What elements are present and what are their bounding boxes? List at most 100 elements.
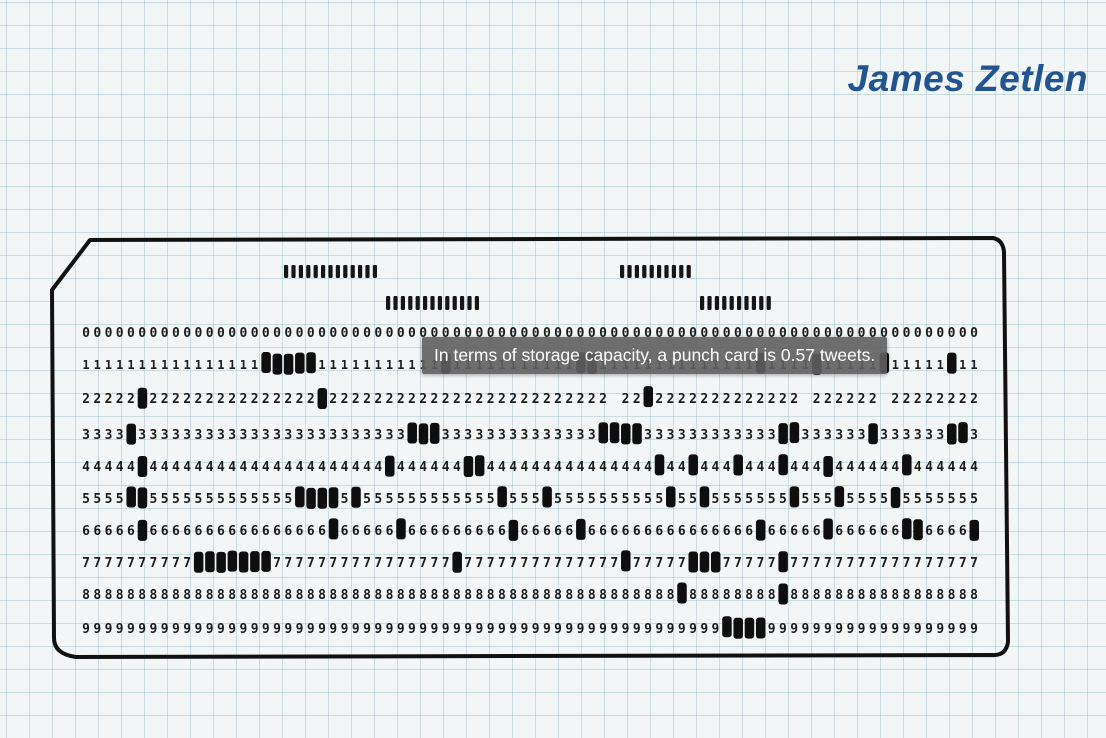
card-row-digit: 9	[835, 622, 843, 637]
card-punch-hole	[418, 423, 429, 445]
card-punch-hole	[216, 551, 226, 573]
card-row-digit: 2	[419, 392, 427, 407]
card-punch-hole	[632, 423, 642, 445]
card-punch-hole	[238, 551, 249, 573]
card-row-digit: 8	[93, 588, 101, 603]
card-punch-hole	[205, 551, 215, 573]
card-row-digit: 9	[431, 622, 439, 637]
card-row-digit: 5	[476, 492, 484, 507]
card-punch-hole	[688, 454, 698, 476]
card-row-digit: 8	[464, 588, 472, 603]
card-punch-hole	[137, 455, 148, 477]
card-row-digit: 2	[442, 392, 450, 407]
card-row-digit: 2	[543, 392, 551, 407]
card-row-digit: 6	[296, 524, 304, 539]
card-row-digit: 9	[341, 622, 349, 637]
card-row-digit: 0	[217, 326, 225, 341]
card-row-digit: 4	[498, 460, 506, 475]
card-row-digit: 8	[453, 588, 461, 603]
printed-character-mark	[729, 296, 734, 310]
printed-character-mark	[328, 265, 333, 278]
card-row-digit: 3	[318, 428, 326, 443]
printed-character-mark	[430, 296, 435, 310]
card-row-digit: 0	[161, 326, 169, 341]
card-punch-hole	[351, 486, 361, 508]
card-row-digit: 4	[172, 460, 180, 475]
card-row-digit: 3	[307, 428, 315, 443]
card-row-digit: 4	[329, 460, 337, 475]
printed-character-mark	[335, 265, 340, 278]
card-row-digit: 2	[599, 392, 607, 407]
card-row-digit: 3	[183, 428, 191, 443]
card-row-digit: 5	[801, 492, 809, 507]
card-row-digit: 9	[307, 622, 315, 637]
card-row-digit: 6	[846, 524, 854, 539]
card-row-digit: 5	[509, 492, 517, 507]
card-punch-hole	[710, 551, 721, 573]
printed-character-mark	[291, 265, 296, 278]
card-row-digit: 4	[644, 460, 652, 475]
card-row-digit: 0	[948, 326, 956, 341]
card-row-digit: 1	[397, 358, 404, 372]
card-row-digit: 5	[745, 492, 753, 507]
card-row-digit: 0	[622, 326, 630, 341]
card-row-digit: 4	[835, 460, 843, 475]
card-row-digit: 3	[386, 428, 394, 443]
card-row-digit: 2	[273, 392, 281, 407]
card-row-digit: 9	[925, 622, 933, 637]
card-row-digit: 1	[116, 358, 123, 372]
printed-character-mark	[634, 265, 639, 278]
card-punch-hole	[598, 422, 609, 444]
card-row-digit: 9	[903, 622, 911, 637]
card-punch-hole	[789, 486, 800, 508]
card-row-digit: 0	[768, 326, 776, 341]
card-row-digit: 8	[622, 588, 630, 603]
card-row-digit: 7	[745, 556, 753, 571]
card-row-digit: 8	[509, 588, 517, 603]
card-punch-hole	[261, 550, 271, 572]
card-punch-hole	[744, 617, 755, 639]
printed-character-mark	[474, 296, 479, 310]
card-row-digit: 7	[543, 556, 551, 571]
card-row-digit: 6	[869, 524, 877, 539]
card-row-digit: 2	[520, 392, 528, 407]
card-row-digit: 1	[217, 358, 224, 372]
card-row-digit: 2	[700, 392, 708, 407]
card-row-digit: 9	[150, 622, 158, 637]
card-row-digit: 5	[161, 492, 169, 507]
card-row-digit: 7	[869, 556, 877, 571]
card-row-digit: 4	[543, 460, 551, 475]
card-row-digit: 1	[408, 358, 415, 372]
card-row-digit: 7	[858, 556, 866, 571]
card-row-digit: 0	[251, 326, 259, 341]
printed-character-mark	[400, 296, 405, 310]
card-row-digit: 9	[520, 622, 528, 637]
card-row-digit: 3	[970, 428, 978, 443]
card-row-digit: 6	[442, 524, 450, 539]
card-row-digit: 3	[161, 428, 169, 443]
card-row-digit: 4	[790, 460, 798, 475]
card-row-digit: 3	[757, 428, 765, 443]
card-row-digit: 1	[330, 358, 337, 372]
card-row-digit: 0	[858, 326, 866, 341]
card-row-digit: 9	[194, 622, 202, 637]
card-punch-hole	[733, 454, 743, 476]
card-row-digit: 0	[734, 326, 742, 341]
card-row-digit: 0	[700, 326, 708, 341]
card-row-digit: 1	[94, 358, 101, 372]
card-row-digit: 6	[588, 524, 596, 539]
card-row-digit: 0	[116, 326, 124, 341]
card-row-digit: 0	[610, 326, 618, 341]
card-row-digit: 3	[296, 428, 304, 443]
card-row-digit: 1	[903, 358, 910, 372]
card-row-digit: 3	[262, 428, 270, 443]
printed-character-mark	[686, 265, 691, 278]
card-row-digit: 0	[183, 326, 191, 341]
tooltip: In terms of storage capacity, a punch ca…	[422, 337, 888, 374]
card-row-digit: 2	[397, 392, 405, 407]
card-row-digit: 6	[667, 524, 675, 539]
card-row-digit: 1	[937, 358, 944, 372]
card-row-digit: 5	[397, 492, 405, 507]
card-row-digit: 3	[487, 428, 495, 443]
card-row-digit: 5	[194, 492, 202, 507]
